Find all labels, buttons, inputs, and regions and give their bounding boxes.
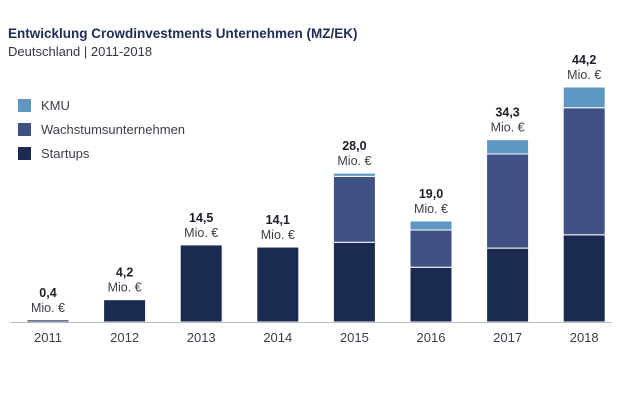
legend-item-kmu: KMU bbox=[18, 93, 185, 117]
x-tick-label-2016: 2016 bbox=[417, 330, 446, 345]
bar-unit-label-2016: Mio. € bbox=[414, 202, 448, 216]
bar-segment-startups-2018 bbox=[562, 234, 606, 323]
bar-value-label-2014: 14,1 bbox=[266, 213, 290, 227]
bar-value-label-2018: 44,2 bbox=[572, 53, 596, 67]
x-tick-label-2017: 2017 bbox=[493, 330, 522, 345]
bar-unit-label-2018: Mio. € bbox=[567, 68, 601, 82]
bar-value-label-2016: 19,0 bbox=[419, 187, 443, 201]
bar-segment-startups-2014 bbox=[256, 246, 300, 323]
bar-segment-wachstumsunternehmen-2016 bbox=[409, 229, 453, 268]
bar-unit-label-2011: Mio. € bbox=[31, 301, 65, 315]
x-tick-label-2014: 2014 bbox=[263, 330, 292, 345]
chart-subtitle: Deutschland | 2011-2018 bbox=[8, 44, 153, 59]
x-tick-label-2018: 2018 bbox=[570, 330, 599, 345]
bar-segment-kmu-2016 bbox=[409, 220, 453, 231]
bar-segment-startups-2015 bbox=[332, 241, 376, 323]
legend-swatch-wachstumsunternehmen bbox=[18, 122, 31, 136]
x-tick-label-2012: 2012 bbox=[110, 330, 139, 345]
legend-label-kmu: KMU bbox=[41, 97, 70, 113]
legend-item-startups: Startups bbox=[18, 141, 185, 165]
legend-item-wachstumsunternehmen: Wachstumsunternehmen bbox=[18, 117, 185, 141]
bar-value-label-2013: 14,5 bbox=[189, 211, 213, 225]
x-tick-label-2011: 2011 bbox=[34, 330, 62, 345]
legend-label-startups: Startups bbox=[41, 145, 90, 161]
bar-value-label-2012: 4,2 bbox=[116, 266, 133, 280]
bar-segment-kmu-2018 bbox=[562, 86, 606, 109]
legend-swatch-startups bbox=[18, 146, 31, 160]
chart-title: Entwicklung Crowdinvestments Unternehmen… bbox=[8, 26, 358, 41]
x-tick-labels: 2011 2012 2013 2014 2015 2016 2017 2018 bbox=[34, 330, 599, 345]
bar-value-label-2011: 0,4 bbox=[39, 286, 56, 300]
bar-segment-kmu-2015 bbox=[332, 172, 376, 177]
bar-unit-label-2017: Mio. € bbox=[491, 121, 525, 135]
bar-segment-startups-2011 bbox=[26, 319, 70, 323]
bar-segment-startups-2012 bbox=[103, 299, 147, 323]
x-tick-label-2015: 2015 bbox=[340, 330, 369, 345]
bar-segment-wachstumsunternehmen-2015 bbox=[332, 175, 376, 243]
bars-layer bbox=[26, 86, 606, 323]
bar-segment-wachstumsunternehmen-2017 bbox=[486, 153, 530, 249]
legend-swatch-kmu bbox=[18, 98, 31, 112]
legend-label-wachstumsunternehmen: Wachstumsunternehmen bbox=[41, 121, 186, 137]
bar-unit-label-2013: Mio. € bbox=[184, 226, 218, 240]
bar-value-label-2017: 34,3 bbox=[495, 106, 519, 120]
x-tick-label-2013: 2013 bbox=[187, 330, 216, 345]
bar-value-label-2015: 28,0 bbox=[342, 139, 366, 153]
bar-unit-label-2015: Mio. € bbox=[337, 154, 371, 168]
chart-legend: KMU Wachstumsunternehmen Startups bbox=[18, 93, 185, 165]
bar-segment-startups-2017 bbox=[486, 247, 530, 323]
bar-unit-label-2014: Mio. € bbox=[261, 228, 295, 242]
bar-segment-kmu-2017 bbox=[486, 139, 530, 155]
bar-segment-startups-2016 bbox=[409, 266, 453, 323]
bar-unit-label-2012: Mio. € bbox=[108, 281, 142, 295]
bar-segment-startups-2013 bbox=[179, 244, 223, 323]
bar-segment-wachstumsunternehmen-2018 bbox=[562, 107, 606, 236]
